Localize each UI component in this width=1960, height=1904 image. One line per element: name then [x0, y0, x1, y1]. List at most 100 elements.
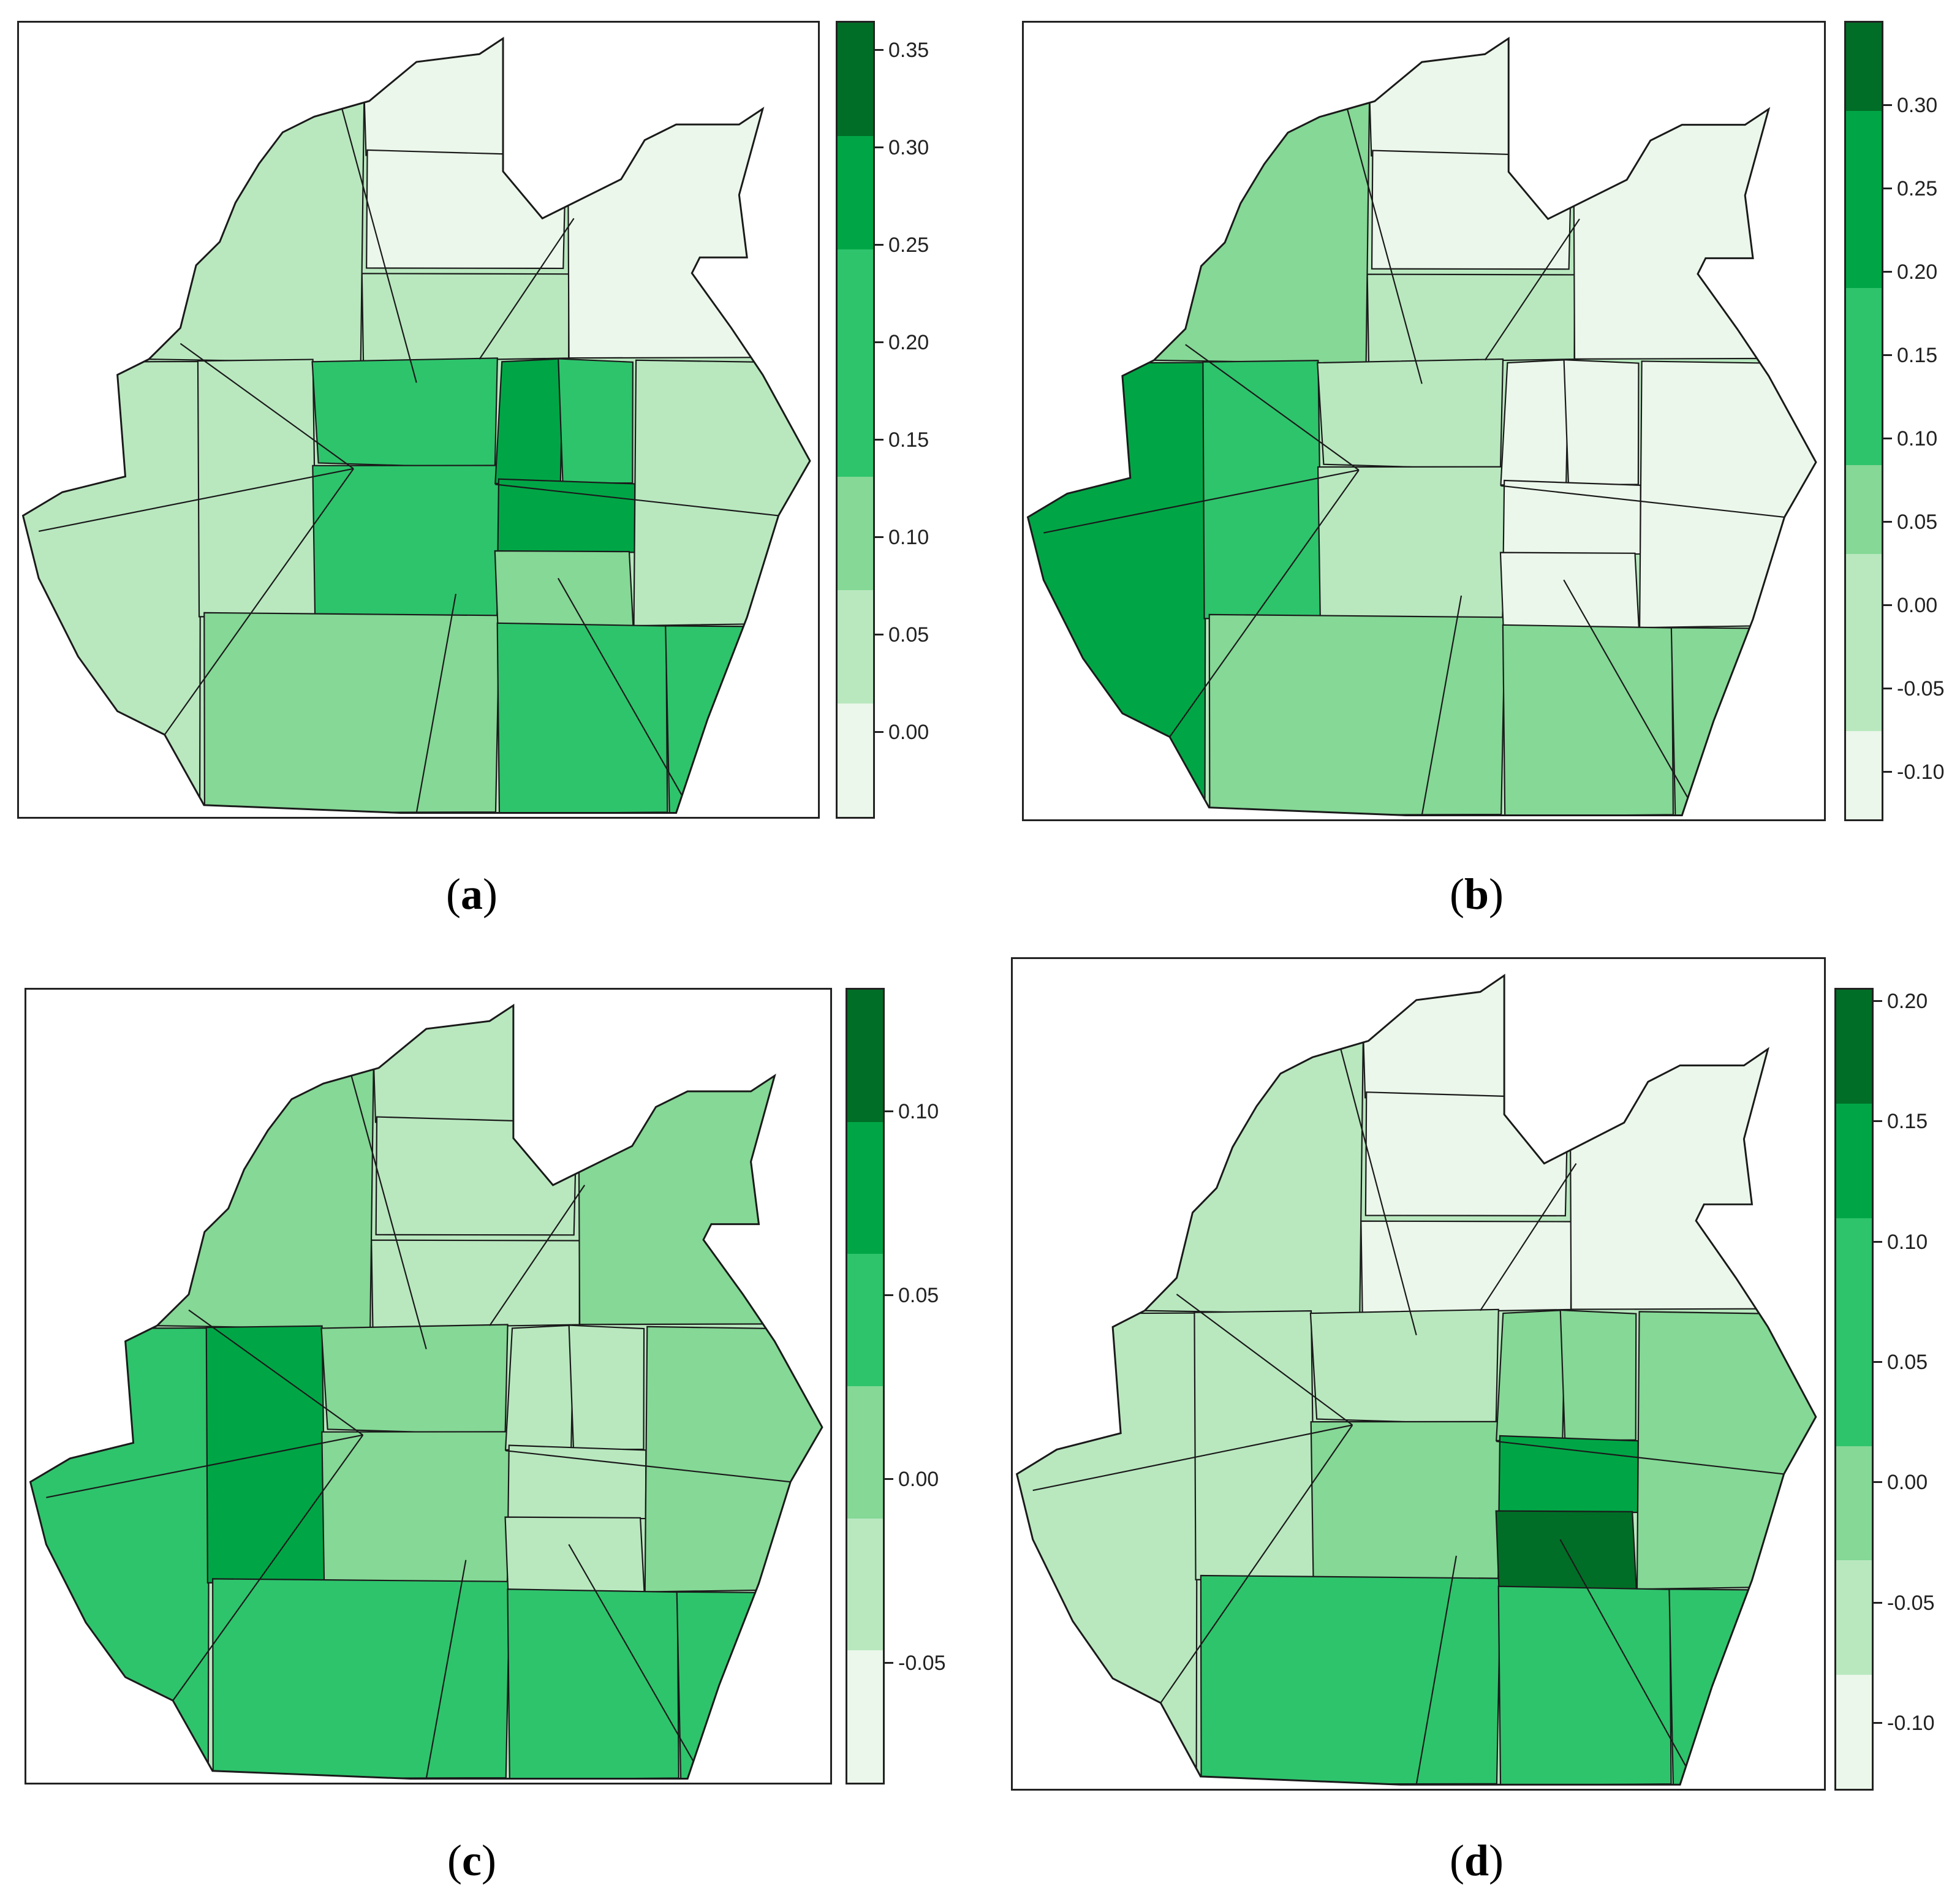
district-polygon [665, 625, 810, 813]
district-polygon [1497, 1585, 1672, 1785]
district-polygon [1027, 38, 1371, 365]
district-polygon [1016, 1312, 1198, 1785]
legend-swatch [1846, 642, 1882, 731]
legend-swatch [838, 476, 873, 590]
legend-swatch [847, 1518, 883, 1651]
legend-tick-label: -0.10 [1887, 1712, 1935, 1735]
district-boundary [1342, 93, 1423, 384]
district-boundary [346, 1060, 427, 1349]
legend-tick [1883, 771, 1892, 773]
choropleth-map-b [1022, 21, 1826, 821]
legend-tick-label: 0.05 [1897, 510, 1938, 534]
district-polygon [1364, 1091, 1569, 1216]
district-polygon [212, 1578, 511, 1779]
legend-tick-label: 0.00 [898, 1468, 939, 1491]
district-polygon [1496, 1309, 1566, 1441]
district-polygon [366, 149, 567, 270]
legend-tick-label: 0.15 [1897, 344, 1938, 367]
legend-tick [1874, 1240, 1882, 1243]
legend-tick [1883, 521, 1892, 523]
legend-tick-label: 0.10 [898, 1100, 939, 1123]
district-boundary [489, 1185, 586, 1326]
legend-tick [885, 1662, 893, 1664]
district-polygon [1310, 1420, 1503, 1584]
legend-swatch [1836, 1332, 1872, 1447]
district-polygon [371, 1005, 579, 1125]
district-boundary [1160, 1424, 1353, 1704]
caption-c: (c) [447, 1836, 496, 1885]
legend-swatch [1836, 1674, 1872, 1789]
district-boundary [1169, 469, 1360, 738]
legend-swatch [847, 1650, 883, 1783]
legend-swatch [838, 249, 873, 363]
legend-tick-label: 0.20 [888, 331, 929, 354]
legend-swatch [1846, 376, 1882, 466]
legend-tick [1883, 271, 1892, 273]
legend-tick [1883, 188, 1892, 189]
district-polygon [1559, 1309, 1637, 1441]
legend-tick-label: -0.05 [1897, 677, 1945, 700]
district-boundary [425, 1560, 467, 1779]
district-boundary [188, 1309, 363, 1436]
legend-tick-label: 0.20 [1897, 260, 1938, 284]
district-boundary [557, 578, 693, 813]
legend-swatch [838, 23, 873, 137]
district-boundary [1032, 1424, 1353, 1492]
caption-d: (d) [1449, 1836, 1504, 1885]
legend-tick-label: 0.35 [888, 39, 929, 62]
city-outline [1026, 37, 1817, 816]
district-polygon [1568, 975, 1816, 1310]
legend-tick [875, 634, 884, 635]
color-legend-a [836, 21, 875, 819]
legend-tick [1883, 688, 1892, 689]
legend-swatch [1836, 990, 1872, 1104]
city-outline [21, 36, 811, 814]
legend-swatch [1846, 465, 1882, 554]
legend-tick-label: 0.10 [1897, 427, 1938, 450]
legend-tick-label: 0.15 [1887, 1110, 1928, 1134]
district-boundary [1500, 485, 1785, 518]
district-polygon [30, 1005, 376, 1330]
district-polygon [320, 1324, 509, 1436]
district-polygon [504, 1324, 575, 1451]
legend-tick [885, 1294, 893, 1296]
legend-tick [885, 1478, 893, 1480]
district-boundary [1415, 1555, 1457, 1785]
legend-swatch [1846, 111, 1882, 200]
district-polygon [496, 622, 668, 813]
district-polygon [1360, 975, 1571, 1101]
legend-tick [1874, 1481, 1882, 1484]
map-districts [30, 1005, 822, 1779]
legend-tick-label: 0.05 [1887, 1351, 1928, 1374]
legend-swatch [1836, 1218, 1872, 1332]
legend-tick-label: 0.25 [888, 233, 929, 257]
district-polygon [30, 1327, 210, 1779]
legend-tick-label: -0.05 [1887, 1591, 1935, 1615]
legend-tick [1874, 1000, 1882, 1002]
legend-tick [875, 536, 884, 538]
district-boundary [495, 484, 779, 517]
district-polygon [1572, 38, 1816, 360]
district-boundary [172, 1435, 364, 1701]
legend-tick-label: 0.00 [888, 721, 929, 744]
district-polygon [1498, 1435, 1639, 1515]
district-boundary [479, 218, 575, 360]
city-outline [1015, 974, 1817, 1786]
legend-tick [1874, 1120, 1882, 1123]
district-boundary [1176, 1294, 1353, 1426]
district-polygon [644, 1326, 822, 1593]
legend-swatch [1836, 1104, 1872, 1218]
district-boundary [505, 1450, 791, 1483]
caption-a: (a) [446, 870, 498, 919]
legend-tick [1874, 1601, 1882, 1604]
city-outline [29, 1003, 823, 1780]
legend-tick-label: -0.10 [1897, 760, 1945, 784]
district-polygon [1366, 273, 1575, 363]
district-polygon [494, 358, 564, 485]
color-legend-c [846, 988, 885, 1785]
district-polygon [567, 38, 810, 359]
legend-tick [875, 731, 884, 733]
legend-tick-label: 0.30 [888, 136, 929, 159]
district-polygon [1500, 358, 1570, 486]
legend-swatch [838, 703, 873, 817]
